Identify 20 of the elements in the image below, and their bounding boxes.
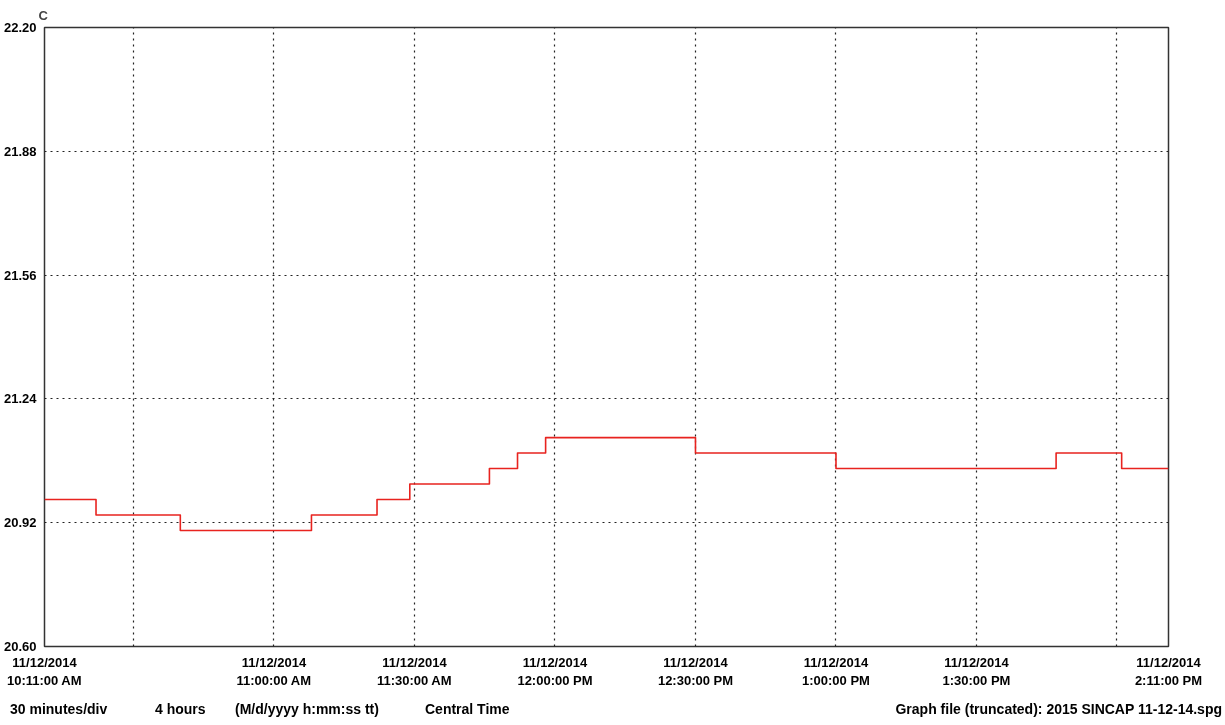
x-tick-label: 11/12/2014 10:11:00 AM [6, 654, 82, 688]
y-tick-label: 22.20 [3, 20, 37, 35]
y-tick-label: 21.56 [3, 267, 37, 283]
y-axis-title: C [38, 7, 49, 23]
x-tick-label: 11/12/2014 12:00:00 PM [517, 654, 593, 688]
x-tick-label: 11/12/2014 1:00:00 PM [802, 654, 870, 688]
y-tick-label: 20.60 [3, 639, 37, 654]
x-tick-label: 11/12/2014 1:30:00 PM [942, 654, 1011, 688]
text: 30 minutes/div [10, 700, 108, 719]
text: Central Time [425, 700, 510, 719]
x-tick-label: 11/12/2014 11:30:00 AM [376, 654, 452, 688]
x-tick-label: 11/12/2014 12:30:00 PM [657, 654, 734, 688]
text: (M/d/yyyy h:mm:ss tt) [235, 700, 379, 719]
text: 4 hours [155, 700, 206, 719]
x-tick-label: 11/12/2014 11:00:00 AM [236, 654, 312, 688]
y-tick-label: 20.92 [3, 515, 37, 531]
y-tick-label: 21.24 [3, 391, 38, 407]
x-tick-label: 11/12/2014 2:11:00 PM [1134, 654, 1203, 688]
text: Graph file (truncated): 2015 SINCAP 11-12-14.spg [895, 700, 1222, 719]
y-tick-label: 21.88 [3, 143, 37, 159]
